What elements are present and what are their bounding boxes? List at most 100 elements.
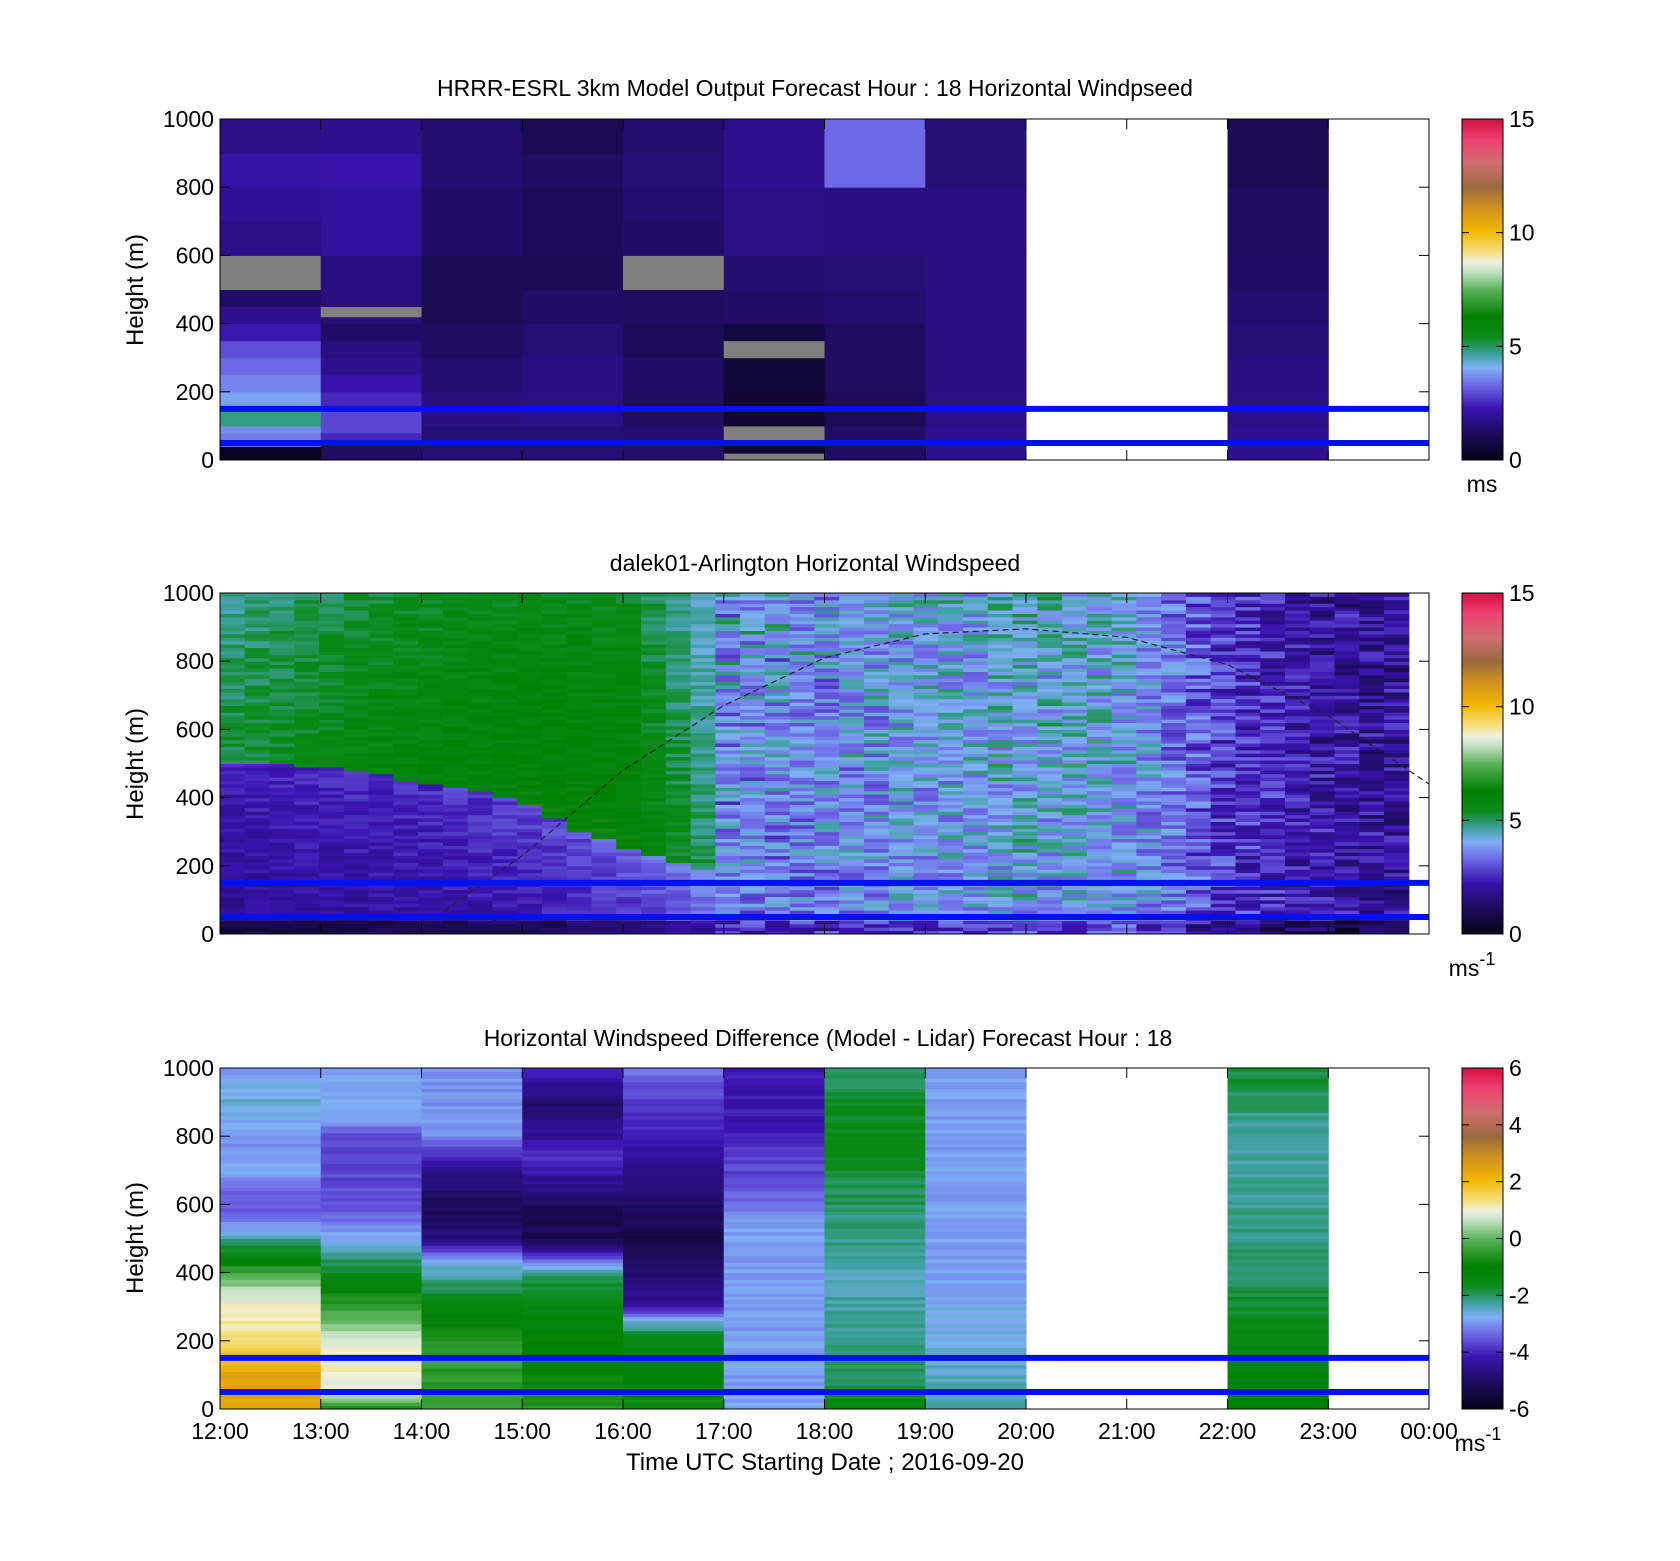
heatmap-cell: [641, 681, 667, 686]
heatmap-cell: [863, 763, 890, 768]
heatmap-cell: [987, 794, 1014, 799]
heatmap-cell: [641, 783, 667, 788]
heatmap-cell: [723, 323, 825, 342]
heatmap-cell: [418, 824, 444, 829]
heatmap-cell: [913, 685, 939, 689]
heatmap-cell: [467, 633, 493, 638]
heatmap-cell: [913, 739, 939, 744]
heatmap-cell: [1309, 729, 1336, 734]
heatmap-cell: [1185, 824, 1212, 829]
heatmap-cell: [343, 702, 370, 707]
heatmap-cell: [1062, 848, 1088, 853]
heatmap-cell: [244, 630, 271, 635]
heatmap-cell: [1185, 650, 1212, 655]
heatmap-cell: [814, 647, 840, 652]
heatmap-cell: [1086, 678, 1113, 683]
heatmap-cell: [1384, 770, 1410, 775]
heatmap-cell: [269, 783, 295, 788]
heatmap-cell: [566, 654, 593, 659]
heatmap-cell: [442, 855, 469, 860]
heatmap-cell: [616, 661, 642, 666]
heatmap-cell: [467, 780, 493, 785]
heatmap-cell: [863, 736, 890, 741]
heatmap-cell: [492, 668, 518, 672]
heatmap-cell: [269, 623, 295, 628]
heatmap-cell: [938, 773, 964, 778]
heatmap-cell: [368, 855, 394, 860]
heatmap-cell: [616, 753, 642, 758]
heatmap-cell: [1161, 790, 1187, 795]
heatmap-cell: [320, 323, 422, 342]
heatmap-cell: [1334, 685, 1360, 689]
heatmap-cell: [566, 712, 593, 717]
heatmap-cell: [492, 698, 518, 703]
heatmap-cell: [467, 650, 493, 655]
heatmap-cell: [1185, 855, 1212, 860]
heatmap-cell: [319, 743, 345, 747]
heatmap-cell: [442, 876, 469, 880]
heatmap-cell: [1111, 722, 1137, 727]
heatmap-cell: [442, 698, 469, 703]
heatmap-cell: [888, 668, 914, 672]
heatmap-cell: [1235, 637, 1261, 642]
heatmap-cell: [368, 674, 394, 679]
heatmap-cell: [814, 927, 840, 932]
heatmap-cell: [517, 872, 543, 877]
heatmap-cell: [492, 777, 518, 782]
heatmap-cell: [789, 831, 815, 836]
heatmap-cell: [715, 674, 741, 679]
heatmap-cell: [1062, 896, 1088, 901]
heatmap-cell: [1111, 623, 1137, 628]
heatmap-cell: [220, 743, 246, 747]
heatmap-cell: [1210, 610, 1236, 614]
heatmap-cell: [938, 920, 964, 925]
heatmap-cell: [888, 705, 914, 710]
heatmap-cell: [1285, 780, 1311, 785]
heatmap-cell: [938, 794, 964, 799]
heatmap-cell: [616, 862, 642, 867]
heatmap-cell: [294, 920, 320, 925]
heatmap-cell: [1111, 869, 1137, 874]
heatmap-cell: [244, 903, 271, 908]
heatmap-cell: [1086, 664, 1113, 669]
heatmap-cell: [368, 927, 394, 932]
heatmap-cell: [1285, 623, 1311, 628]
heatmap-cell: [963, 722, 989, 727]
heatmap-cell: [764, 865, 791, 870]
heatmap-cell: [393, 616, 419, 621]
heatmap-cell: [913, 790, 939, 795]
heatmap-cell: [913, 927, 939, 932]
heatmap-cell: [1384, 685, 1410, 689]
heatmap-cell: [1334, 770, 1360, 775]
heatmap-cell: [319, 661, 345, 666]
heatmap-cell: [641, 903, 667, 908]
heatmap-cell: [938, 736, 964, 741]
heatmap-cell: [220, 838, 246, 843]
heatmap-cell: [244, 814, 271, 819]
heatmap-cell: [1037, 654, 1063, 659]
heatmap-cell: [913, 855, 939, 860]
heatmap-cell: [591, 681, 617, 686]
heatmap-cell: [442, 903, 469, 908]
heatmap-cell: [467, 923, 493, 928]
heatmap-cell: [963, 889, 989, 894]
heatmap-cell: [938, 705, 964, 710]
heatmap-cell: [442, 613, 469, 618]
heatmap-cell: [319, 613, 345, 618]
heatmap-cell: [690, 903, 716, 908]
heatmap-cell: [814, 678, 840, 683]
heatmap-cell: [368, 603, 394, 608]
heatmap-cell: [616, 708, 642, 713]
heatmap-cell: [740, 671, 766, 676]
heatmap-cell: [1334, 702, 1360, 707]
heatmap-cell: [641, 620, 667, 625]
heatmap-cell: [1012, 606, 1038, 611]
heatmap-cell: [1210, 807, 1236, 812]
heatmap-cell: [294, 593, 320, 597]
heatmap-cell: [269, 872, 295, 877]
heatmap-cell: [343, 753, 370, 758]
heatmap-cell: [244, 896, 271, 901]
heatmap-cell: [963, 732, 989, 737]
heatmap-cell: [641, 828, 667, 833]
heatmap-cell: [839, 927, 865, 932]
